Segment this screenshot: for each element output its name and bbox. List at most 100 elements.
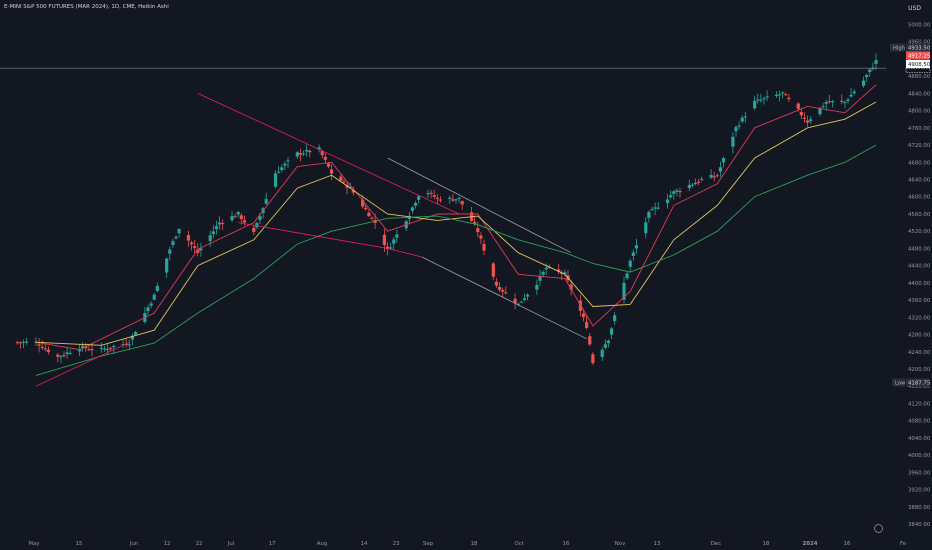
candle-body: [494, 281, 499, 286]
candle-body: [133, 332, 138, 335]
candle-body: [426, 193, 430, 195]
candle-body: [99, 347, 103, 349]
time-tick-label: Nov: [615, 541, 626, 547]
candle-body: [127, 344, 131, 346]
candle-body: [650, 209, 654, 211]
moving-average-line: [35, 101, 877, 346]
candle-body: [264, 199, 268, 204]
candle-body: [438, 199, 443, 201]
candle-body: [656, 207, 660, 209]
candle-body: [189, 242, 194, 245]
trendline: [35, 341, 130, 387]
candle-body: [473, 221, 477, 224]
trendline: [421, 256, 587, 340]
candle-body: [843, 101, 847, 103]
candle-body: [516, 303, 520, 305]
candle-body: [734, 127, 738, 132]
price-tick-label: 5000.00: [908, 23, 931, 29]
candle-body: [211, 231, 215, 235]
price-tick-label: 4080.00: [908, 419, 931, 425]
current-price-label: 4917.25: [908, 54, 930, 60]
low-label: Low: [895, 381, 906, 387]
candle-body: [277, 171, 281, 173]
currency-button[interactable]: USD: [908, 5, 921, 12]
time-tick-label: 23: [393, 541, 400, 547]
candle-body: [193, 246, 197, 248]
candle-body: [631, 252, 635, 256]
candle-body: [171, 241, 175, 246]
candle-body: [317, 147, 321, 150]
price-axis: 5000.00 4960.00 4920.00 4880.00 4840.00 4800.…: [890, 23, 931, 528]
time-tick-label: 12: [164, 541, 171, 547]
candle-body: [286, 160, 290, 162]
candle-body: [392, 239, 396, 244]
candle-body: [152, 294, 156, 300]
candle-body: [199, 248, 203, 251]
high-value-bg: [906, 43, 930, 52]
candle-body: [242, 220, 247, 223]
candle-body: [799, 111, 803, 116]
candle-body: [329, 169, 334, 174]
price-tick-label: 4040.00: [908, 436, 931, 442]
candle-body: [740, 117, 744, 122]
candle-body: [634, 245, 639, 249]
price-tick-label: 3920.00: [908, 488, 931, 494]
candle-body: [351, 190, 355, 193]
candle-body: [756, 99, 760, 101]
candle-body: [476, 228, 480, 233]
candle-body: [43, 348, 47, 350]
candle-body: [628, 260, 632, 267]
candle-body: [68, 353, 72, 355]
time-tick-label: 15: [76, 541, 83, 547]
candle-body: [765, 96, 769, 98]
price-tick-label: 4400.00: [908, 281, 931, 287]
candle-body: [591, 354, 595, 364]
candle-body: [429, 192, 433, 194]
trendline: [197, 93, 460, 215]
time-axis: May 15 Jun 12 22 Jul 17 Aug 14 23 Sep 18 Oct 16 Nov 13 D…: [28, 541, 906, 547]
candle-body: [697, 181, 701, 183]
candle-body: [777, 94, 782, 96]
candle-body: [578, 300, 583, 311]
candle-body: [479, 235, 483, 239]
candle-body: [874, 60, 878, 64]
candle-body: [342, 181, 346, 183]
candle-body: [588, 336, 592, 345]
candle-body: [491, 263, 495, 277]
low-value: 4187.75: [908, 381, 930, 387]
candle-body: [18, 342, 23, 344]
candle-body: [280, 167, 284, 171]
candle-body: [295, 152, 299, 157]
secondary-price-bg: [906, 60, 930, 68]
candle-body: [557, 269, 561, 272]
candle-body: [385, 246, 390, 250]
candle-body: [56, 354, 60, 357]
tradingview-logo-icon[interactable]: [874, 524, 883, 533]
candle-body: [805, 120, 810, 123]
candle-body: [34, 341, 38, 343]
candle-body: [15, 342, 19, 344]
candle-body: [535, 284, 539, 290]
time-tick-label: 18: [471, 541, 478, 547]
candle-body: [868, 69, 872, 73]
candle-body: [77, 349, 82, 352]
candle-body: [124, 343, 128, 345]
candle-body: [569, 284, 573, 290]
candle-body: [413, 202, 418, 206]
candle-body: [283, 163, 287, 166]
candle-body: [669, 195, 673, 198]
price-tick-label: 4800.00: [908, 109, 931, 115]
candle-body: [457, 197, 461, 199]
price-tick-label: 4200.00: [908, 367, 931, 373]
candle-body: [824, 102, 828, 104]
candle-body: [560, 272, 564, 274]
candle-body: [762, 98, 766, 100]
price-tick-label: 4160.00: [908, 384, 931, 390]
candle-body: [541, 271, 545, 275]
candle-body: [606, 340, 611, 344]
high-label: High: [893, 46, 905, 52]
candle-body: [718, 167, 723, 172]
time-tick-label: 13: [654, 541, 661, 547]
candle-body: [830, 101, 835, 103]
